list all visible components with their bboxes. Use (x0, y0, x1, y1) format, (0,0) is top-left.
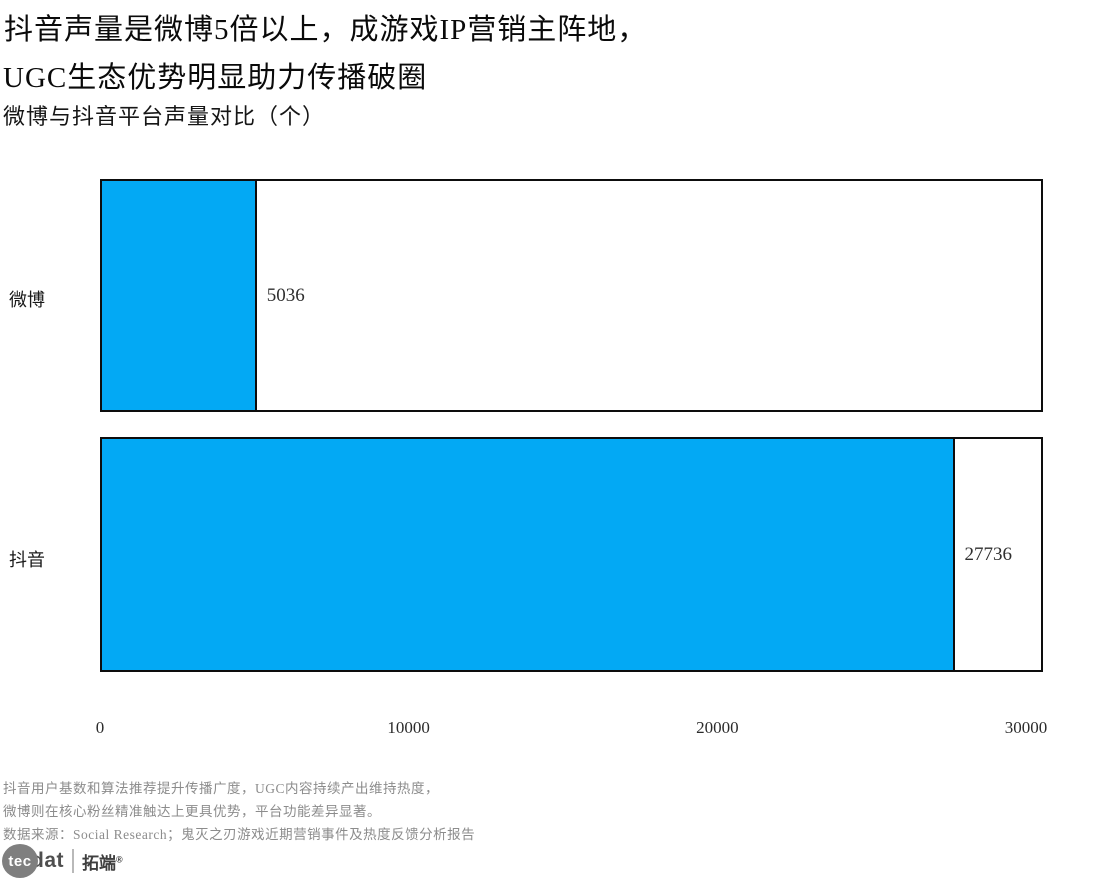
logo-text-dat: dat (31, 849, 64, 872)
bar-douyin (100, 437, 955, 672)
value-label-douyin: 27736 (964, 543, 1013, 565)
bar-weibo (100, 179, 257, 412)
y-category-label-weibo: 微博 (9, 290, 45, 310)
footnote-line1: 抖音用户基数和算法推荐提升传播广度，UGC内容持续产出维持热度， (3, 781, 440, 796)
x-tick-20000: 20000 (696, 718, 739, 737)
chart-title-line1: 抖音声量是微博5倍以上，成游戏IP营销主阵地， (4, 14, 648, 46)
registered-trademark-icon: ® (116, 853, 123, 864)
x-tick-30000: 30000 (1004, 718, 1048, 737)
bar-frame-douyin: 27736 (100, 437, 1043, 672)
x-tick-10000: 10000 (387, 718, 430, 737)
logo-brand-name: 拓端® (82, 853, 123, 873)
tecdat-logo-circle-icon: tec (2, 844, 38, 878)
x-tick-0: 0 (95, 718, 105, 737)
plot-area: 5036 27736 (100, 0, 1043, 879)
logo-divider (72, 849, 74, 873)
footnote-line2: 微博则在核心粉丝精准触达上更具优势，平台功能差异显著。 (3, 804, 381, 819)
data-source-note: 数据来源：Social Research；鬼灭之刃游戏近期营销事件及热度反馈分析… (3, 827, 476, 842)
logo-text-tec: tec (8, 852, 32, 870)
chart-subtitle: 微博与抖音平台声量对比（个） (3, 104, 326, 129)
y-category-label-douyin: 抖音 (9, 550, 45, 570)
value-label-weibo: 5036 (266, 284, 305, 306)
x-axis: 0 10000 20000 30000 (96, 718, 1048, 748)
bar-frame-weibo: 5036 (100, 179, 1043, 412)
chart-title-line2: UGC生态优势明显助力传播破圈 (3, 62, 428, 94)
tecdat-logo: tec dat 拓端® (2, 844, 123, 878)
